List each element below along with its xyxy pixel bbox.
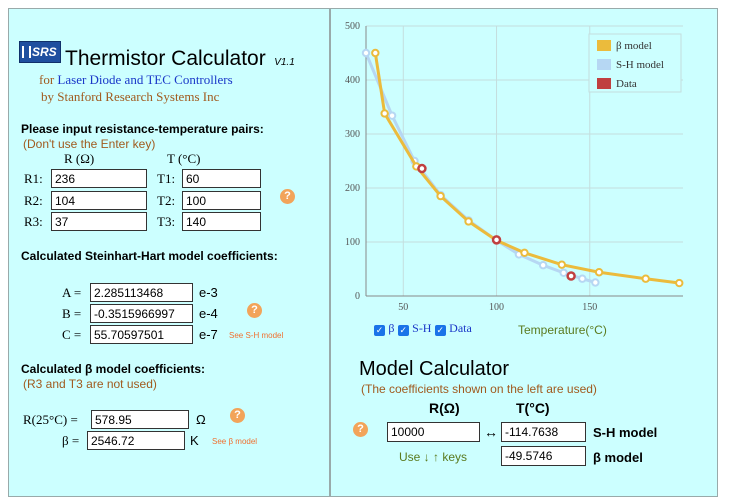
- series-point: [557, 260, 566, 269]
- series-point: [520, 248, 529, 258]
- toggle-beta[interactable]: ✓ β: [374, 321, 395, 336]
- checkbox-checked-icon[interactable]: ✓: [374, 325, 385, 336]
- toggle-sh[interactable]: ✓ S-H: [397, 321, 432, 336]
- model-r-header: R(Ω): [429, 400, 460, 416]
- series-point: [641, 274, 650, 283]
- y-tick-label: 100: [345, 237, 360, 248]
- y-tick-label: 400: [345, 75, 360, 86]
- subtitle: for Laser Diode and TEC Controllers: [39, 72, 233, 87]
- x-tick-label: 150: [582, 302, 597, 313]
- legend-entry: Data: [616, 78, 637, 90]
- pairs-help-icon[interactable]: ?: [280, 189, 295, 204]
- legend-entry: β model: [616, 40, 652, 52]
- beta-model-label: β model: [593, 450, 643, 465]
- see-sh-model-link[interactable]: See S-H model: [229, 331, 284, 340]
- byline: by Stanford Research Systems Inc: [41, 89, 220, 104]
- data-point: [417, 163, 427, 174]
- series-point: [464, 217, 473, 226]
- legend-swatch: [597, 40, 611, 51]
- app-version: V1.1: [274, 57, 295, 68]
- beta-help-icon[interactable]: ?: [230, 408, 245, 423]
- series-point: [591, 278, 600, 287]
- sh-model-label: S-H model: [593, 425, 658, 440]
- series-point: [594, 268, 604, 277]
- series-point: [436, 191, 445, 201]
- x-tick-label: 50: [398, 302, 408, 313]
- model-note: (The coefficients shown on the left are …: [361, 382, 597, 396]
- r-header: R (Ω): [64, 151, 95, 166]
- y-tick-label: 500: [345, 21, 360, 32]
- model-t-header: T(°C): [516, 400, 550, 416]
- r2-input[interactable]: [51, 191, 147, 210]
- model-title: Model Calculator: [359, 358, 510, 380]
- sh-heading: Calculated Steinhart-Hart model coeffici…: [21, 249, 278, 263]
- series-point: [559, 268, 568, 277]
- model-beta-output[interactable]: [501, 446, 586, 466]
- toggle-data[interactable]: ✓ Data: [434, 321, 472, 336]
- chart-toggles: ✓ β ✓ S-H ✓ Data: [374, 321, 472, 336]
- t-header: T (°C): [167, 151, 201, 166]
- series-point: [675, 278, 684, 288]
- pairs-heading: Please input resistance-temperature pair…: [21, 122, 264, 136]
- coef-a-input[interactable]: [90, 283, 193, 302]
- coef-c-input[interactable]: [90, 325, 193, 344]
- r3-input[interactable]: [51, 212, 147, 231]
- y-tick-label: 200: [345, 183, 360, 194]
- model-sh-output[interactable]: [501, 422, 586, 442]
- y-tick-label: 300: [345, 129, 360, 140]
- srs-logo: SRS: [19, 41, 61, 63]
- model-r-input[interactable]: [387, 422, 480, 442]
- bidirectional-arrow-icon: ↔: [484, 424, 498, 440]
- see-beta-model-link[interactable]: See β model: [212, 437, 258, 446]
- series-point: [578, 274, 587, 283]
- r1-input[interactable]: [51, 169, 147, 188]
- y-tick-label: 0: [355, 291, 360, 302]
- series-point: [361, 48, 371, 58]
- t1-input[interactable]: [182, 169, 261, 188]
- sh-help-icon[interactable]: ?: [247, 303, 262, 318]
- subtitle-link[interactable]: Laser Diode and TEC Controllers: [57, 72, 233, 87]
- series-point: [380, 109, 389, 118]
- t2-input[interactable]: [182, 191, 261, 210]
- beta-note: (R3 and T3 are not used): [23, 377, 157, 391]
- checkbox-checked-icon[interactable]: ✓: [434, 325, 446, 336]
- series-point: [387, 111, 397, 120]
- series-point: [371, 48, 380, 58]
- chart: 0 100 200 300 400 500 50 100 150 β model S-H mode…: [345, 21, 684, 313]
- legend-swatch: [597, 78, 611, 89]
- x-axis-label: Temperature(°C): [518, 323, 607, 337]
- x-tick-label: 100: [489, 302, 504, 313]
- model-help-icon[interactable]: ?: [353, 422, 368, 437]
- app-title: Thermistor Calculator V1.1: [65, 47, 295, 70]
- beta-heading: Calculated β model coefficients:: [21, 362, 206, 376]
- right-panel: 0 100 200 300 400 500 50 100 150 β model S-H mode…: [330, 8, 718, 497]
- left-panel: SRS Thermistor Calculator V1.1 for Laser…: [8, 8, 330, 497]
- keys-hint: Use ↓ ↑ keys: [399, 450, 468, 464]
- legend-swatch: [597, 59, 611, 70]
- data-point: [491, 235, 502, 245]
- data-point: [566, 271, 576, 281]
- checkbox-checked-icon[interactable]: ✓: [397, 325, 409, 336]
- r25-input[interactable]: [91, 410, 189, 429]
- legend-entry: S-H model: [616, 59, 664, 71]
- logo-text: SRS: [32, 45, 57, 59]
- beta-input[interactable]: [87, 431, 185, 450]
- series-point: [538, 261, 548, 270]
- t3-input[interactable]: [182, 212, 261, 231]
- coef-b-input[interactable]: [90, 304, 193, 323]
- pairs-note: (Don't use the Enter key): [23, 137, 156, 151]
